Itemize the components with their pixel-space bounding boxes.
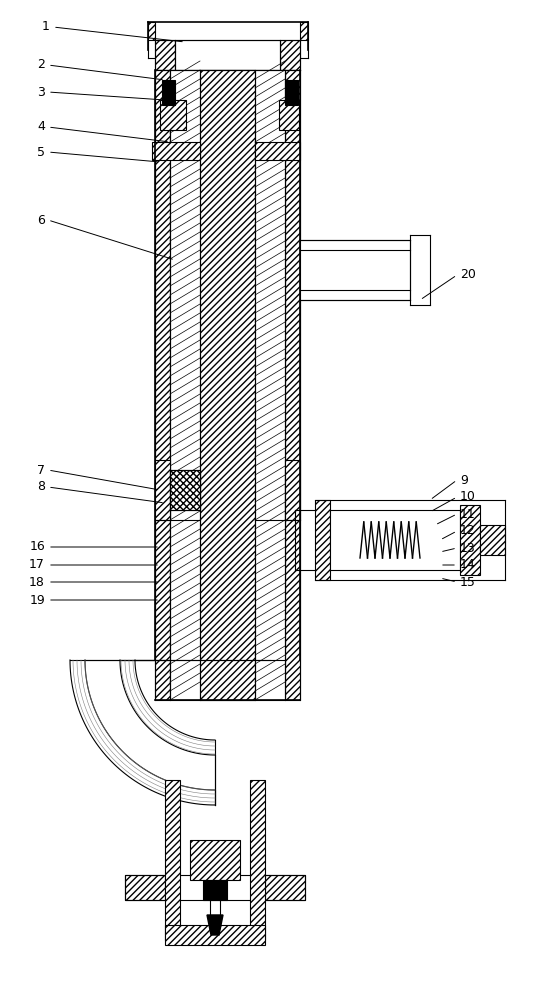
Bar: [160, 100, 186, 130]
Bar: [460, 505, 480, 575]
Bar: [148, 22, 155, 40]
Text: 9: 9: [460, 474, 468, 487]
Bar: [155, 70, 170, 700]
Bar: [152, 142, 200, 160]
Text: 20: 20: [460, 268, 476, 282]
Text: 19: 19: [29, 593, 45, 606]
Bar: [175, 40, 280, 70]
Bar: [125, 875, 165, 900]
Bar: [162, 80, 175, 105]
Bar: [279, 100, 299, 130]
Bar: [165, 925, 265, 945]
Bar: [285, 460, 300, 520]
Polygon shape: [207, 915, 223, 935]
Bar: [285, 80, 298, 105]
Bar: [210, 900, 220, 915]
Bar: [203, 880, 227, 900]
Bar: [300, 240, 410, 300]
Bar: [200, 70, 255, 700]
Text: 8: 8: [37, 481, 45, 493]
Text: 17: 17: [29, 558, 45, 572]
Text: 12: 12: [460, 524, 476, 538]
Bar: [255, 142, 300, 160]
Bar: [170, 70, 285, 700]
Bar: [155, 460, 170, 520]
Text: 1: 1: [42, 20, 50, 33]
Bar: [170, 470, 200, 510]
Bar: [480, 525, 505, 555]
Text: 16: 16: [29, 540, 45, 554]
Bar: [285, 70, 300, 700]
Text: 4: 4: [37, 120, 45, 133]
Text: 7: 7: [37, 464, 45, 477]
Text: 11: 11: [460, 508, 476, 520]
Text: 13: 13: [460, 542, 476, 554]
Bar: [155, 40, 175, 70]
Text: 3: 3: [37, 86, 45, 99]
Text: 6: 6: [37, 214, 45, 227]
Text: 10: 10: [460, 490, 476, 504]
Text: 18: 18: [29, 576, 45, 588]
Bar: [165, 780, 180, 940]
Bar: [330, 510, 460, 570]
Bar: [300, 22, 308, 40]
Bar: [265, 875, 305, 900]
Bar: [125, 875, 305, 900]
Text: 2: 2: [37, 58, 45, 72]
Text: 5: 5: [37, 145, 45, 158]
Text: 15: 15: [460, 576, 476, 588]
Bar: [190, 840, 240, 880]
Bar: [250, 780, 265, 940]
Bar: [280, 40, 300, 70]
Text: 14: 14: [460, 558, 476, 572]
Bar: [170, 470, 200, 510]
Bar: [315, 500, 330, 580]
